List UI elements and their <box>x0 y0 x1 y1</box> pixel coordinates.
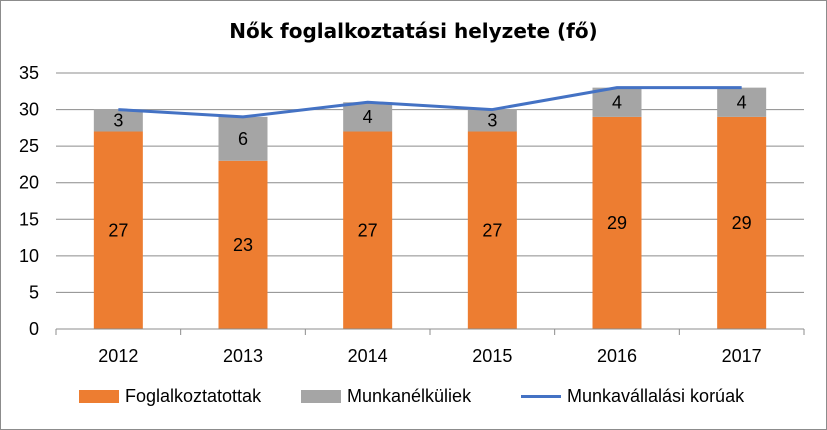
bar-foglalkoztatottak <box>93 131 143 329</box>
bar-munkanelkuliek <box>717 87 767 117</box>
data-label: 3 <box>487 111 497 131</box>
bar-munkanelkuliek <box>343 102 393 132</box>
x-tick-label: 2016 <box>597 346 637 366</box>
line-munkavallalasi-koruak <box>118 86 742 119</box>
legend-label-munkanelkuliek: Munkanélküliek <box>347 386 472 406</box>
legend-item-munkanelkuliek: Munkanélküliek <box>301 386 471 407</box>
legend-swatch-foglalkoztatottak <box>79 390 119 403</box>
data-label: 29 <box>732 213 752 233</box>
y-tick-label: 30 <box>19 100 39 120</box>
data-label: 4 <box>612 92 622 112</box>
data-label: 3 <box>113 111 123 131</box>
bar-munkanelkuliek <box>467 109 517 132</box>
bar-foglalkoztatottak <box>218 160 268 329</box>
data-label: 6 <box>238 129 248 149</box>
y-tick-label: 5 <box>29 282 39 302</box>
legend-label-foglalkoztatottak: Foglalkoztatottak <box>125 386 262 406</box>
data-label: 4 <box>737 92 747 112</box>
x-tick-label: 2014 <box>348 346 388 366</box>
legend-item-munkavallalasi-koruak: Munkavállalási korúak <box>521 386 744 407</box>
legend-swatch-munkanelkuliek <box>301 390 341 403</box>
y-tick-label: 10 <box>19 246 39 266</box>
x-tick-label: 2017 <box>722 346 762 366</box>
bar-munkanelkuliek <box>592 87 642 117</box>
y-tick-label: 15 <box>19 209 39 229</box>
y-tick-label: 35 <box>19 63 39 83</box>
data-label: 27 <box>482 220 502 240</box>
x-tick-label: 2012 <box>98 346 138 366</box>
y-tick-label: 25 <box>19 136 39 156</box>
y-tick-label: 20 <box>19 173 39 193</box>
bar-munkanelkuliek <box>218 116 268 161</box>
bar-munkanelkuliek <box>93 109 143 132</box>
legend-swatch-munkavallalasi-koruak <box>521 395 561 398</box>
legend-item-foglalkoztatottak: Foglalkoztatottak <box>79 386 261 407</box>
bar-foglalkoztatottak <box>343 131 393 329</box>
data-label: 29 <box>607 213 627 233</box>
data-label: 27 <box>108 220 128 240</box>
x-tick-label: 2015 <box>472 346 512 366</box>
y-tick-label: 0 <box>29 319 39 339</box>
chart-title: Nők foglalkoztatási helyzete (fő) <box>229 19 598 43</box>
legend-label-munkavallalasi-koruak: Munkavállalási korúak <box>567 386 745 406</box>
data-label: 4 <box>363 107 373 127</box>
bar-foglalkoztatottak <box>467 131 517 329</box>
bar-foglalkoztatottak <box>592 116 642 329</box>
bar-foglalkoztatottak <box>717 116 767 329</box>
x-tick-label: 2013 <box>223 346 263 366</box>
data-label: 27 <box>358 220 378 240</box>
data-label: 23 <box>233 235 253 255</box>
